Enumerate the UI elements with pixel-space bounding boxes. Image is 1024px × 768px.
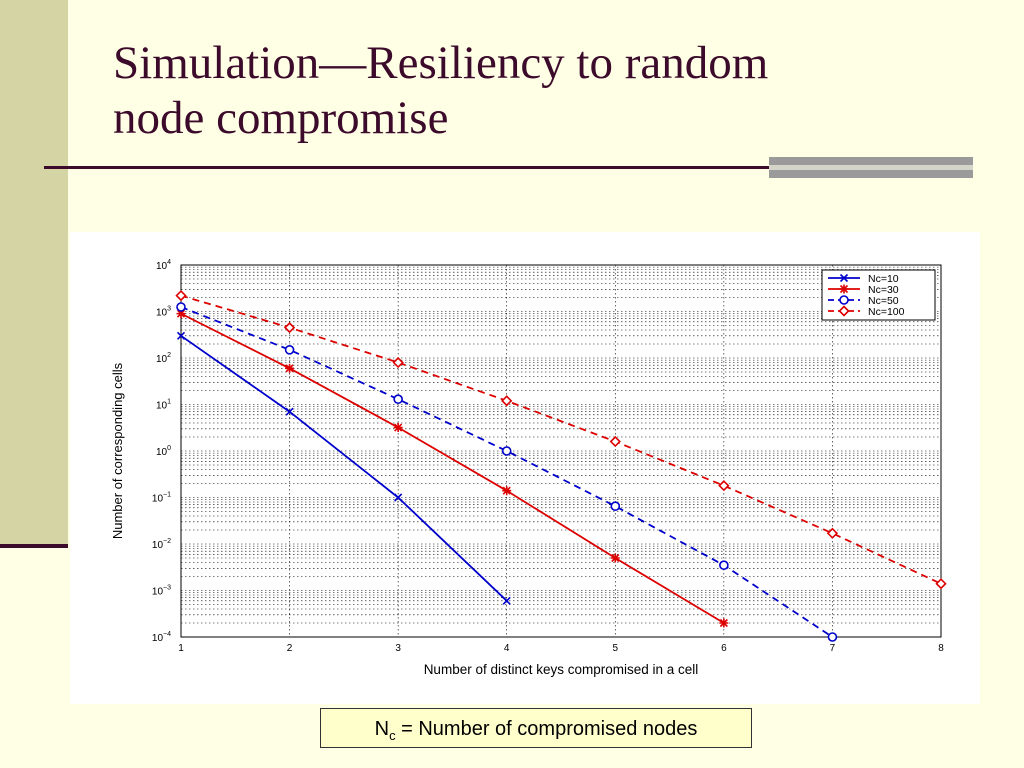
series-nc-100 (175, 289, 947, 590)
data-point-star-marker (502, 486, 512, 496)
data-point-x-marker (839, 273, 849, 283)
data-point-circle-marker (284, 345, 295, 355)
axes-box (180, 264, 942, 638)
data-point-diamond-marker (838, 305, 850, 317)
x-tick-label: 8 (938, 643, 944, 654)
data-point-star-marker (610, 553, 620, 563)
data-point-x-marker (394, 493, 403, 502)
data-point-circle-marker (827, 632, 838, 642)
data-point-star-marker (839, 284, 849, 294)
data-point-circle-marker (610, 501, 621, 511)
series-nc-30 (176, 309, 729, 628)
title-divider (44, 166, 770, 169)
slide-title: Simulation—Resiliency to random node com… (113, 36, 993, 146)
caption-box: Nc = Number of compromised nodes (320, 708, 752, 748)
x-tick-label: 6 (721, 643, 727, 654)
y-tick-label: 104 (156, 259, 171, 272)
slide-title-line2: node compromise (113, 92, 449, 144)
legend-label: Nc=30 (868, 284, 899, 296)
data-point-circle-marker (839, 295, 849, 305)
x-tick-label: 5 (613, 643, 619, 654)
y-tick-label: 10−1 (152, 492, 171, 505)
data-point-diamond-marker (609, 435, 621, 448)
y-tick-label: 103 (156, 306, 171, 319)
series-nc-10 (176, 331, 511, 605)
data-point-star-marker (393, 423, 403, 433)
resiliency-chart: 1 2 3 4 5 6 7 8 104 103 102 101 100 10−1 10−2 10−3 10−4 N… (110, 259, 947, 677)
title-divider-accent-inner (769, 165, 973, 170)
data-point-circle-marker (501, 446, 512, 456)
y-tick-label: 10−2 (152, 538, 171, 551)
caption-text: = Number of compromised nodes (395, 718, 698, 740)
series-nc-50 (176, 302, 838, 642)
left-accent-line (0, 544, 68, 548)
data-point-star-marker (285, 363, 295, 373)
caption-subscript: c (389, 728, 396, 743)
legend-label: Nc=10 (868, 273, 899, 285)
data-point-diamond-marker (283, 321, 296, 334)
data-point-x-marker (285, 407, 294, 416)
caption-prefix: N (374, 718, 390, 740)
data-point-circle-marker (176, 302, 186, 312)
series-line (180, 335, 508, 602)
y-tick-label: 101 (156, 399, 171, 412)
data-point-diamond-marker (501, 395, 513, 407)
x-tick-label: 3 (395, 643, 401, 654)
data-point-diamond-marker (826, 527, 839, 539)
data-point-diamond-marker (935, 578, 947, 590)
data-point-circle-marker (719, 560, 729, 571)
data-point-circle-marker (393, 394, 403, 405)
series-line (180, 294, 942, 585)
data-point-star-marker (176, 309, 186, 319)
y-tick-label: 100 (156, 445, 171, 458)
x-tick-label: 7 (830, 643, 836, 654)
series-line (180, 312, 725, 624)
x-tick-label: 1 (178, 643, 184, 654)
data-point-diamond-marker (718, 479, 730, 492)
y-axis-label: Number of corresponding cells (110, 362, 125, 539)
y-tick-label: 10−3 (152, 585, 171, 598)
legend-label: Nc=100 (868, 306, 905, 318)
x-tick-label: 4 (504, 643, 510, 654)
data-point-x-marker (502, 596, 511, 605)
x-axis-label: Number of distinct keys compromised in a… (424, 662, 699, 677)
data-point-star-marker (719, 618, 729, 628)
legend-label: Nc=50 (868, 295, 899, 307)
data-point-diamond-marker (175, 289, 187, 302)
chart-container: 1 2 3 4 5 6 7 8 104 103 102 101 100 10−1 10−2 10−3 10−4 N… (70, 232, 980, 704)
y-tick-label: 10−4 (152, 631, 171, 644)
y-tick-label: 102 (156, 352, 171, 365)
data-point-diamond-marker (392, 356, 404, 369)
slide-title-line1: Simulation—Resiliency to random (113, 37, 769, 89)
x-tick-label: 2 (287, 643, 293, 654)
data-point-x-marker (176, 331, 186, 340)
left-accent-bar (0, 0, 68, 548)
